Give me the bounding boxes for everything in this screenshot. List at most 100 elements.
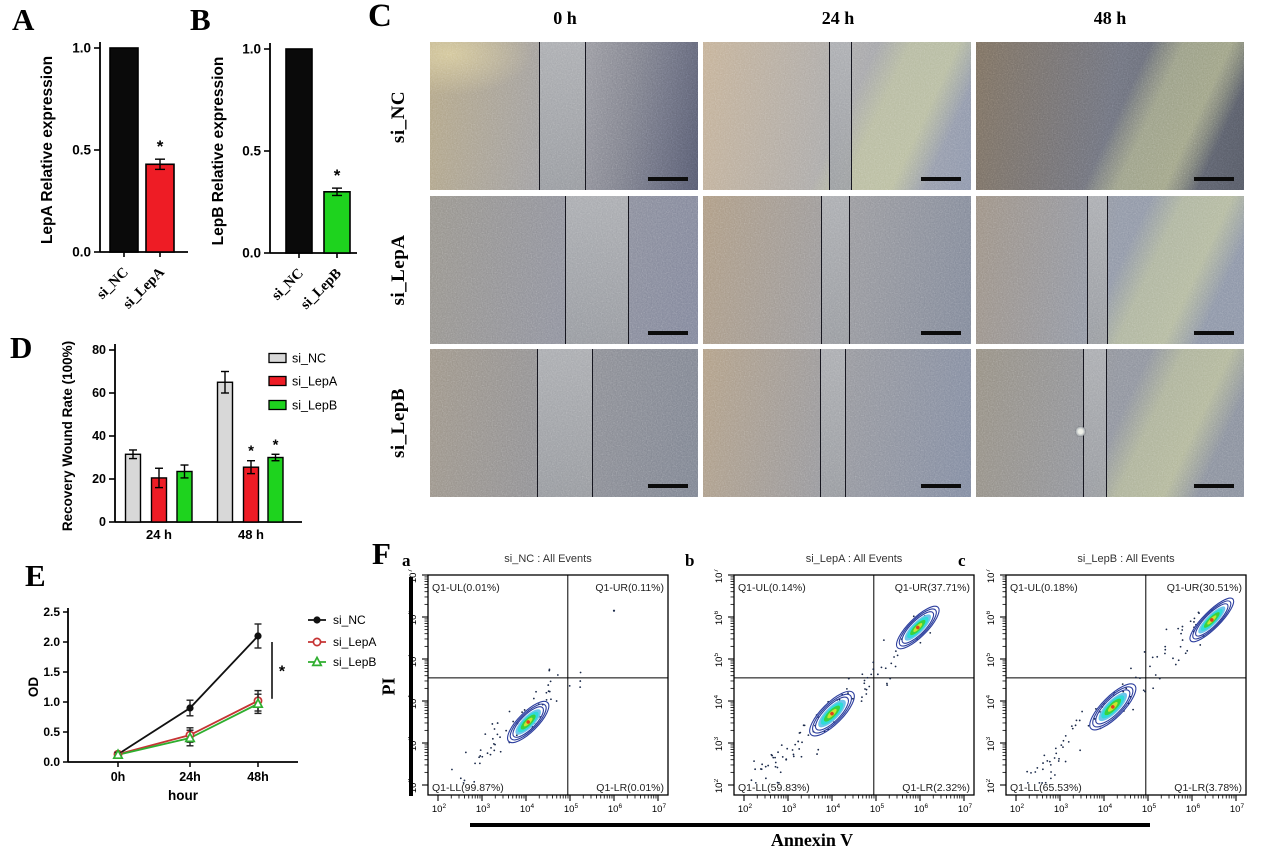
scatter-dot (1174, 663, 1177, 666)
y-axis-label: LepA Relative expression (39, 56, 56, 244)
scatter-dot (1199, 644, 1202, 646)
scatter-dot (774, 756, 776, 759)
contour-ring (1195, 603, 1229, 637)
y-tick-label: 107 (714, 569, 725, 584)
line-chart-od: 0.0 0.5 1.0 1.5 2.0 2.5 0h 24h 48h hour OD * si_NCsi… (26, 605, 376, 803)
scatter-dot (799, 731, 802, 734)
flow-plot-si-lepb: si_LepB : All Events 102 102 103 103 104 104 10… (986, 553, 1247, 815)
scatter-dot (1181, 625, 1184, 628)
density-cluster (895, 605, 940, 650)
contour-ring (507, 700, 550, 744)
scatter-dot (1081, 710, 1084, 713)
density-cluster (507, 700, 550, 744)
significance-star: * (248, 443, 254, 460)
scatter-dot (1026, 770, 1029, 773)
scatter-dot (870, 673, 873, 676)
scale-bar (921, 483, 961, 488)
scatter-dot (1057, 760, 1060, 762)
scatter-dot (759, 768, 762, 770)
y-tick-label: 0 (99, 515, 106, 529)
y-tick-label: 0.0 (242, 246, 261, 261)
scale-bar (648, 176, 688, 181)
x-tick-label: 106 (608, 803, 623, 815)
cell-texture (430, 196, 698, 344)
significance-star: * (334, 166, 341, 185)
y-tick-label: 106 (986, 611, 997, 626)
scale-bar (648, 483, 688, 488)
cell-texture-noise (976, 349, 1244, 497)
timepoint-header-24h: 24 h (821, 8, 855, 28)
contour-ring (809, 690, 855, 737)
scatter-dot (753, 760, 755, 763)
scatter-dot (493, 749, 496, 752)
scatter-dot (794, 743, 797, 746)
grouped-bar-chart-wound-rate: 0 20 40 60 80 Recovery Wound Rate (100%) 24 h *… (60, 341, 338, 542)
x-tick-label: 105 (564, 803, 579, 815)
flow-plot-si-lepa: si_LepA : All Events 102 102 103 103 104 104 10… (714, 553, 975, 815)
scatter-dot (792, 755, 795, 758)
scatter-dot (1132, 708, 1135, 711)
scatter-dot (568, 684, 571, 687)
scatter-dot (781, 756, 784, 758)
scatter-dot (1060, 744, 1063, 747)
scatter-dot (1154, 674, 1157, 676)
microscopy-tile (430, 42, 698, 190)
timepoint-header-48h: 48 h (1093, 8, 1127, 28)
scatter-dot (847, 677, 850, 680)
scatter-dot (776, 766, 779, 769)
legend-label: si_LepB (333, 655, 376, 669)
subpanel-b-label: b (685, 551, 695, 570)
contour-ring (1089, 683, 1137, 731)
scatter-dot (807, 734, 810, 736)
scatter-dot (1049, 763, 1052, 766)
scatter-dot (872, 668, 875, 671)
scatter-dot (754, 782, 757, 784)
quadrant-label-lr: Q1-LR(3.78%) (1174, 782, 1242, 794)
cluster-core (526, 720, 530, 724)
scatter-dot (1177, 627, 1180, 630)
quadrant-label-lr: Q1-LR(2.32%) (902, 782, 970, 794)
scatter-dot (1048, 760, 1051, 763)
scatter-dot (791, 749, 794, 751)
scatter-dot (459, 777, 462, 780)
pi-axis-line (409, 577, 413, 796)
x-tick-label: 107 (958, 803, 973, 815)
y-tick-label: 1.0 (43, 695, 60, 709)
wound-gap (565, 196, 629, 344)
scatter-dot (555, 700, 558, 702)
bar (323, 191, 351, 254)
scatter-dot (1142, 689, 1145, 692)
scatter-dot (547, 684, 550, 686)
x-tick-label: 104 (1098, 803, 1113, 815)
panel-c-label: C (368, 0, 392, 34)
scatter-dot (549, 680, 552, 683)
scatter-dot (535, 690, 537, 693)
contour-ring (901, 611, 935, 644)
scatter-dot (929, 631, 932, 634)
scatter-dot (1046, 760, 1049, 762)
scatter-dot (893, 656, 895, 658)
scatter-dot (864, 688, 866, 690)
y-tick-label: 103 (986, 737, 997, 752)
panel-e-label: E (25, 558, 46, 593)
scatter-dot (846, 687, 848, 690)
legend-label: si_LepA (333, 635, 376, 649)
y-tick-label: 1.5 (43, 665, 60, 679)
scatter-dot (1067, 740, 1070, 743)
quadrant-label-ul: Q1-UL(0.18%) (1010, 582, 1078, 594)
scatter-dot (1181, 639, 1184, 641)
scatter-dot (1121, 683, 1124, 686)
cell-texture-noise (430, 196, 698, 344)
wound-gap (1087, 196, 1108, 344)
scatter-dot (464, 751, 467, 754)
x-tick-label: 106 (914, 803, 929, 815)
scatter-dot (1041, 768, 1044, 771)
x-tick-label: 0h (111, 770, 126, 784)
x-axis-label: hour (168, 788, 199, 803)
cluster-core (1110, 705, 1115, 709)
pi-axis-label: PI (378, 677, 399, 696)
y-tick-label: 107 (408, 569, 419, 584)
scatter-dot (505, 729, 508, 732)
scatter-dot (764, 765, 767, 768)
